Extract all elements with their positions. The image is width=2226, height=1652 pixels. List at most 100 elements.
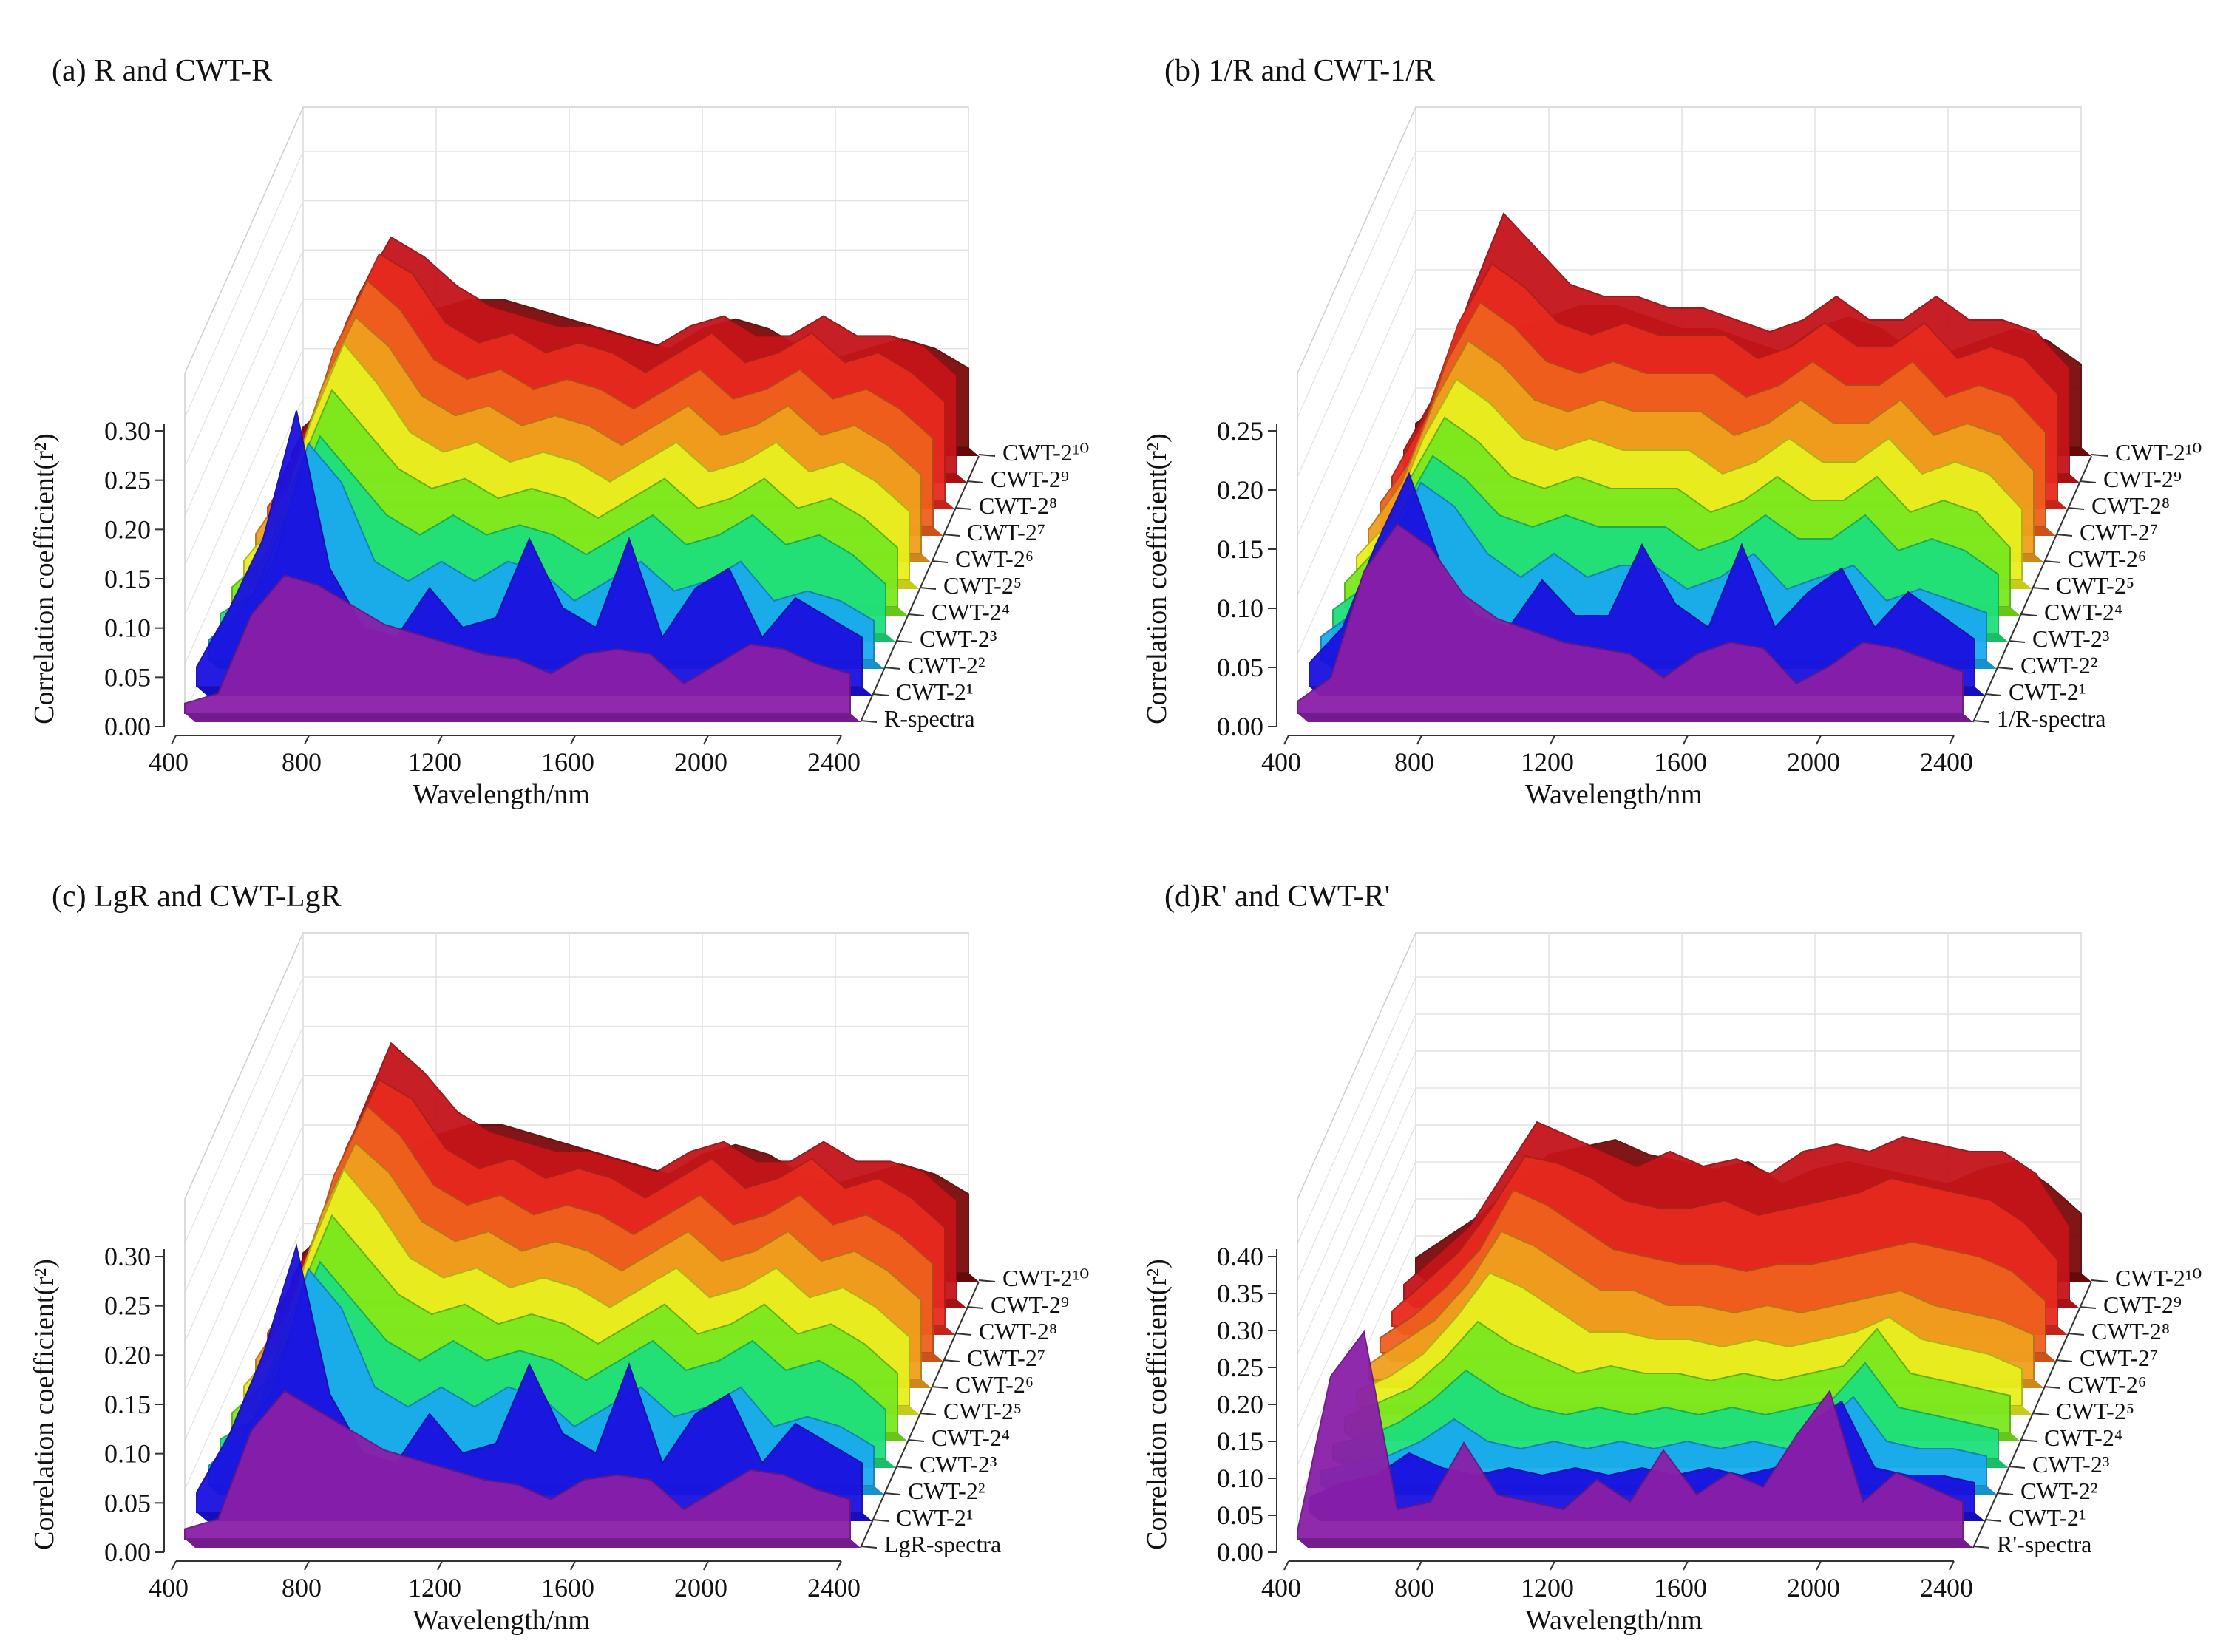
label-tick: [954, 507, 972, 510]
x-axis-label: Wavelength/nm: [1525, 1605, 1703, 1636]
x-tick-label: 400: [149, 747, 189, 777]
series-label: CWT-2¹⁰: [2115, 439, 2202, 466]
x-tick-label: 1200: [408, 1573, 461, 1602]
panel-b: (b) 1/R and CWT-1/R CWT-2¹⁰ CWT-2⁹ CWT-2⁸ C…: [1113, 0, 2225, 826]
series-label: CWT-2⁶: [955, 545, 1034, 572]
series-label: CWT-2¹: [896, 1504, 973, 1531]
series-label: CWT-2⁷: [967, 1345, 1045, 1371]
label-tick: [2020, 613, 2037, 616]
label-tick: [2032, 1413, 2049, 1415]
label-tick: [2020, 1439, 2037, 1442]
series-group: CWT-2¹⁰CWT-2⁹CWT-2⁸CWT-2⁷CWT-2⁶CWT-2⁵CWT…: [1297, 212, 2202, 732]
series-label: CWT-2⁴: [932, 599, 1010, 625]
grid-line: [184, 976, 304, 1244]
y-tick-label: 0.40: [1217, 1242, 1263, 1271]
label-tick: [2091, 454, 2108, 457]
depth-axis: [860, 455, 980, 723]
series-0: LgR-spectra: [184, 1390, 1001, 1557]
label-tick: [883, 667, 901, 670]
side-wall-edge: [1297, 932, 1416, 1200]
label-tick: [1984, 693, 2002, 696]
series-group: CWT-2¹⁰CWT-2⁹CWT-2⁸CWT-2⁷CWT-2⁶CWT-2⁵CWT…: [1297, 1121, 2202, 1557]
grid-line: [1297, 269, 1416, 537]
x-tick-label: 1600: [1654, 747, 1707, 777]
series-group: CWT-2¹⁰CWT-2⁹CWT-2⁸CWT-2⁷CWT-2⁶CWT-2⁵CWT…: [184, 1041, 1089, 1557]
x-tick-label: 2400: [1920, 1573, 1973, 1602]
series-label: CWT-2⁴: [932, 1424, 1010, 1451]
panel-d: (d)R' and CWT-R' CWT-2¹⁰ CWT-2⁹ CWT-2⁸ CWT-…: [1113, 826, 2225, 1651]
grid-line: [184, 1174, 304, 1441]
x-tick: [304, 1560, 310, 1571]
series-group: CWT-2¹⁰CWT-2⁹CWT-2⁸CWT-2⁷CWT-2⁶CWT-2⁵CWT…: [184, 236, 1089, 732]
grid-line: [184, 200, 304, 467]
series-label: CWT-2⁸: [979, 1318, 1057, 1345]
series-label: CWT-2⁸: [2091, 492, 2170, 519]
y-axis-label: Correlation coefficient(r²): [29, 1259, 60, 1550]
y-tick-label: 0.00: [104, 1537, 151, 1567]
series-label: CWT-2⁹: [991, 1291, 1069, 1318]
x-tick: [437, 1560, 443, 1571]
y-tick-label: 0.10: [104, 613, 151, 643]
series-label: CWT-2⁶: [2068, 545, 2146, 572]
y-tick-label: 0.25: [1217, 1353, 1263, 1382]
x-axis-label: Wavelength/nm: [413, 1605, 590, 1636]
label-tick: [2079, 1306, 2097, 1309]
y-tick-label: 0.15: [1217, 1427, 1263, 1456]
series-base: [185, 1539, 861, 1548]
y-tick-label: 0.05: [104, 1488, 151, 1517]
series-label: CWT-2⁷: [2080, 519, 2158, 545]
x-tick-label: 800: [282, 747, 322, 777]
y-tick-label: 0.00: [1217, 712, 1263, 741]
y-tick-label: 0.10: [1217, 594, 1263, 623]
series-label: CWT-2²: [908, 652, 985, 679]
series-0: 1/R-spectra: [1297, 523, 2106, 732]
y-tick-label: 0.20: [1217, 475, 1263, 505]
x-tick-label: 2000: [674, 1573, 727, 1602]
grid-line: [1297, 976, 1416, 1244]
label-tick: [978, 454, 996, 457]
y-tick-label: 0.05: [1217, 653, 1263, 682]
x-tick-label: 1200: [408, 747, 461, 777]
x-tick-label: 400: [1261, 747, 1301, 777]
x-axis-label: Wavelength/nm: [413, 779, 590, 810]
grid-line: [1297, 210, 1416, 477]
side-wall-edge: [184, 932, 304, 1200]
series-label: CWT-2²: [908, 1478, 985, 1504]
grid-line: [1297, 1161, 1416, 1429]
x-tick: [703, 1560, 709, 1571]
panel-title: (c) LgR and CWT-LgR: [52, 880, 342, 914]
y-tick-label: 0.25: [104, 1291, 151, 1321]
y-tick-label: 0.15: [1217, 534, 1263, 564]
grid-line: [1297, 151, 1416, 418]
x-tick: [1416, 735, 1422, 745]
x-tick-label: 1600: [541, 1573, 594, 1602]
x-tick-label: 2400: [807, 747, 861, 777]
x-tick-label: 800: [1394, 1573, 1434, 1602]
grid-line: [1297, 1050, 1416, 1318]
series-label: CWT-2⁹: [2103, 1291, 2182, 1318]
grid-line: [184, 1223, 304, 1490]
label-tick: [919, 1413, 937, 1415]
series-label: CWT-2¹⁰: [2115, 1265, 2202, 1291]
label-tick: [919, 587, 937, 590]
x-tick: [171, 1560, 177, 1571]
series-label: 1/R-spectra: [1997, 705, 2106, 732]
panel-title: (b) 1/R and CWT-1/R: [1164, 54, 1435, 88]
series-label: CWT-2¹⁰: [1002, 439, 1089, 466]
y-tick-label: 0.30: [104, 1242, 151, 1271]
x-tick-label: 800: [282, 1573, 322, 1602]
x-tick: [570, 1560, 576, 1571]
x-tick: [836, 735, 842, 745]
x-tick-label: 2400: [807, 1573, 861, 1602]
label-tick: [895, 1466, 913, 1469]
x-tick: [437, 735, 443, 745]
label-tick: [2043, 560, 2061, 563]
x-axis-label: Wavelength/nm: [1525, 779, 1703, 810]
series-label: CWT-2²: [2020, 652, 2097, 679]
label-tick: [931, 1386, 949, 1389]
panel-title: (d)R' and CWT-R': [1164, 880, 1391, 914]
y-tick-label: 0.15: [104, 1390, 151, 1419]
series-label: CWT-2¹: [2009, 679, 2086, 705]
series-label: CWT-2⁴: [2044, 1424, 2122, 1451]
